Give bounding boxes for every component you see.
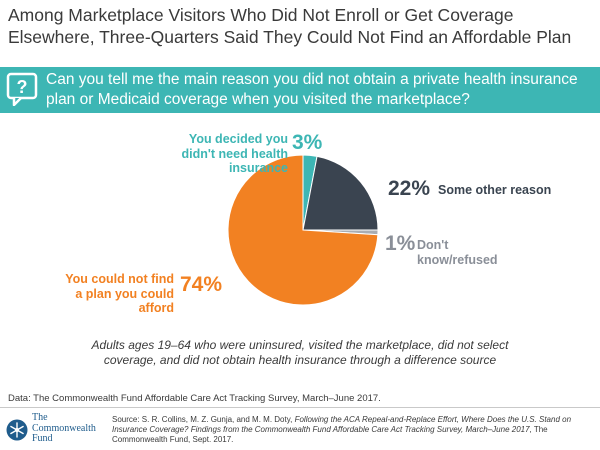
source-citation: Source: S. R. Collins, M. Z. Gunja, and … [112,415,594,445]
slice-other-reason [302,155,379,231]
pie-slices [227,154,379,306]
question-bubble-icon: ? [6,72,38,106]
source-title: Following the ACA Repeal-and-Replace Eff… [112,415,572,434]
snowflake-seal-icon [6,419,28,441]
value-didnt-need-insurance: 3% [292,131,323,154]
svg-text:?: ? [17,77,28,97]
value-other-reason: 22% [388,177,431,200]
label-dont-know: Don't know/refused [417,238,498,267]
logo-wordmark[interactable]: The Commonwealth Fund [32,412,100,445]
logo-line-1: The [32,412,48,423]
label-other-reason: Some other reason [438,183,552,197]
logo-line-2: Commonwealth [32,422,96,434]
question-banner: ? Can you tell me the main reason you di… [0,67,600,113]
value-dont-know: 1% [385,232,416,255]
slice-could-not-afford [227,154,379,306]
source-suffix: , The Commonwealth Fund, Sept. 2017. [112,425,548,444]
population-note: Adults ages 19–64 who were uninsured, vi… [91,338,509,367]
data-source: Data: The Commonwealth Fund Affordable C… [8,393,381,404]
source-prefix: Source: S. R. Collins, M. Z. Gunja, and … [112,415,295,424]
page-title: Among Marketplace Visitors Who Did Not E… [8,5,572,47]
pie-chart [227,154,379,306]
survey-question: Can you tell me the main reason you did … [46,71,578,108]
label-didnt-need-insurance: You decided you didn't need health insur… [181,132,288,175]
value-could-not-afford: 74% [180,273,223,296]
footer-divider [0,407,600,408]
logo-line-3: Fund [32,433,53,444]
label-could-not-afford: You could not find a plan you could affo… [65,272,174,315]
